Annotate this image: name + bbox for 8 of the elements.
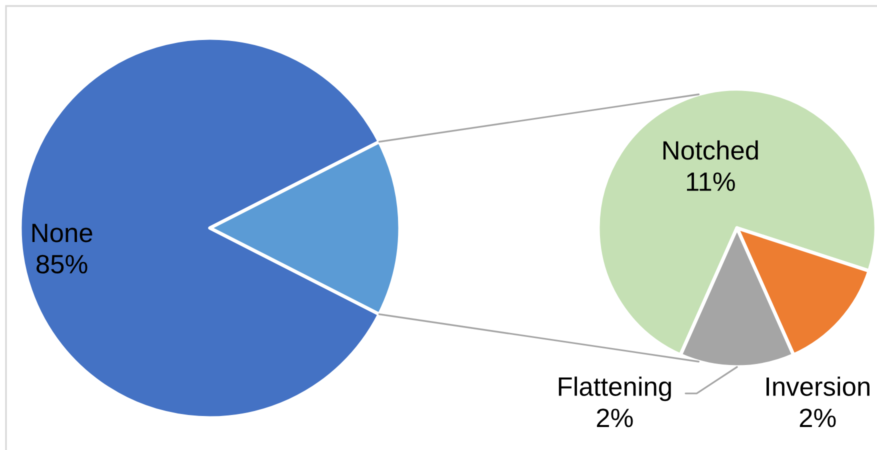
slice-label: Notched — [663, 140, 758, 160]
slice-label: None — [32, 224, 92, 242]
data-label: 85% — [36, 254, 88, 274]
data-label: 2% — [800, 408, 836, 428]
slice-label: Flattening — [558, 376, 671, 402]
data-label: 11% — [687, 172, 735, 191]
slice-label: Inversion — [766, 376, 870, 396]
data-label: 2% — [596, 408, 633, 428]
